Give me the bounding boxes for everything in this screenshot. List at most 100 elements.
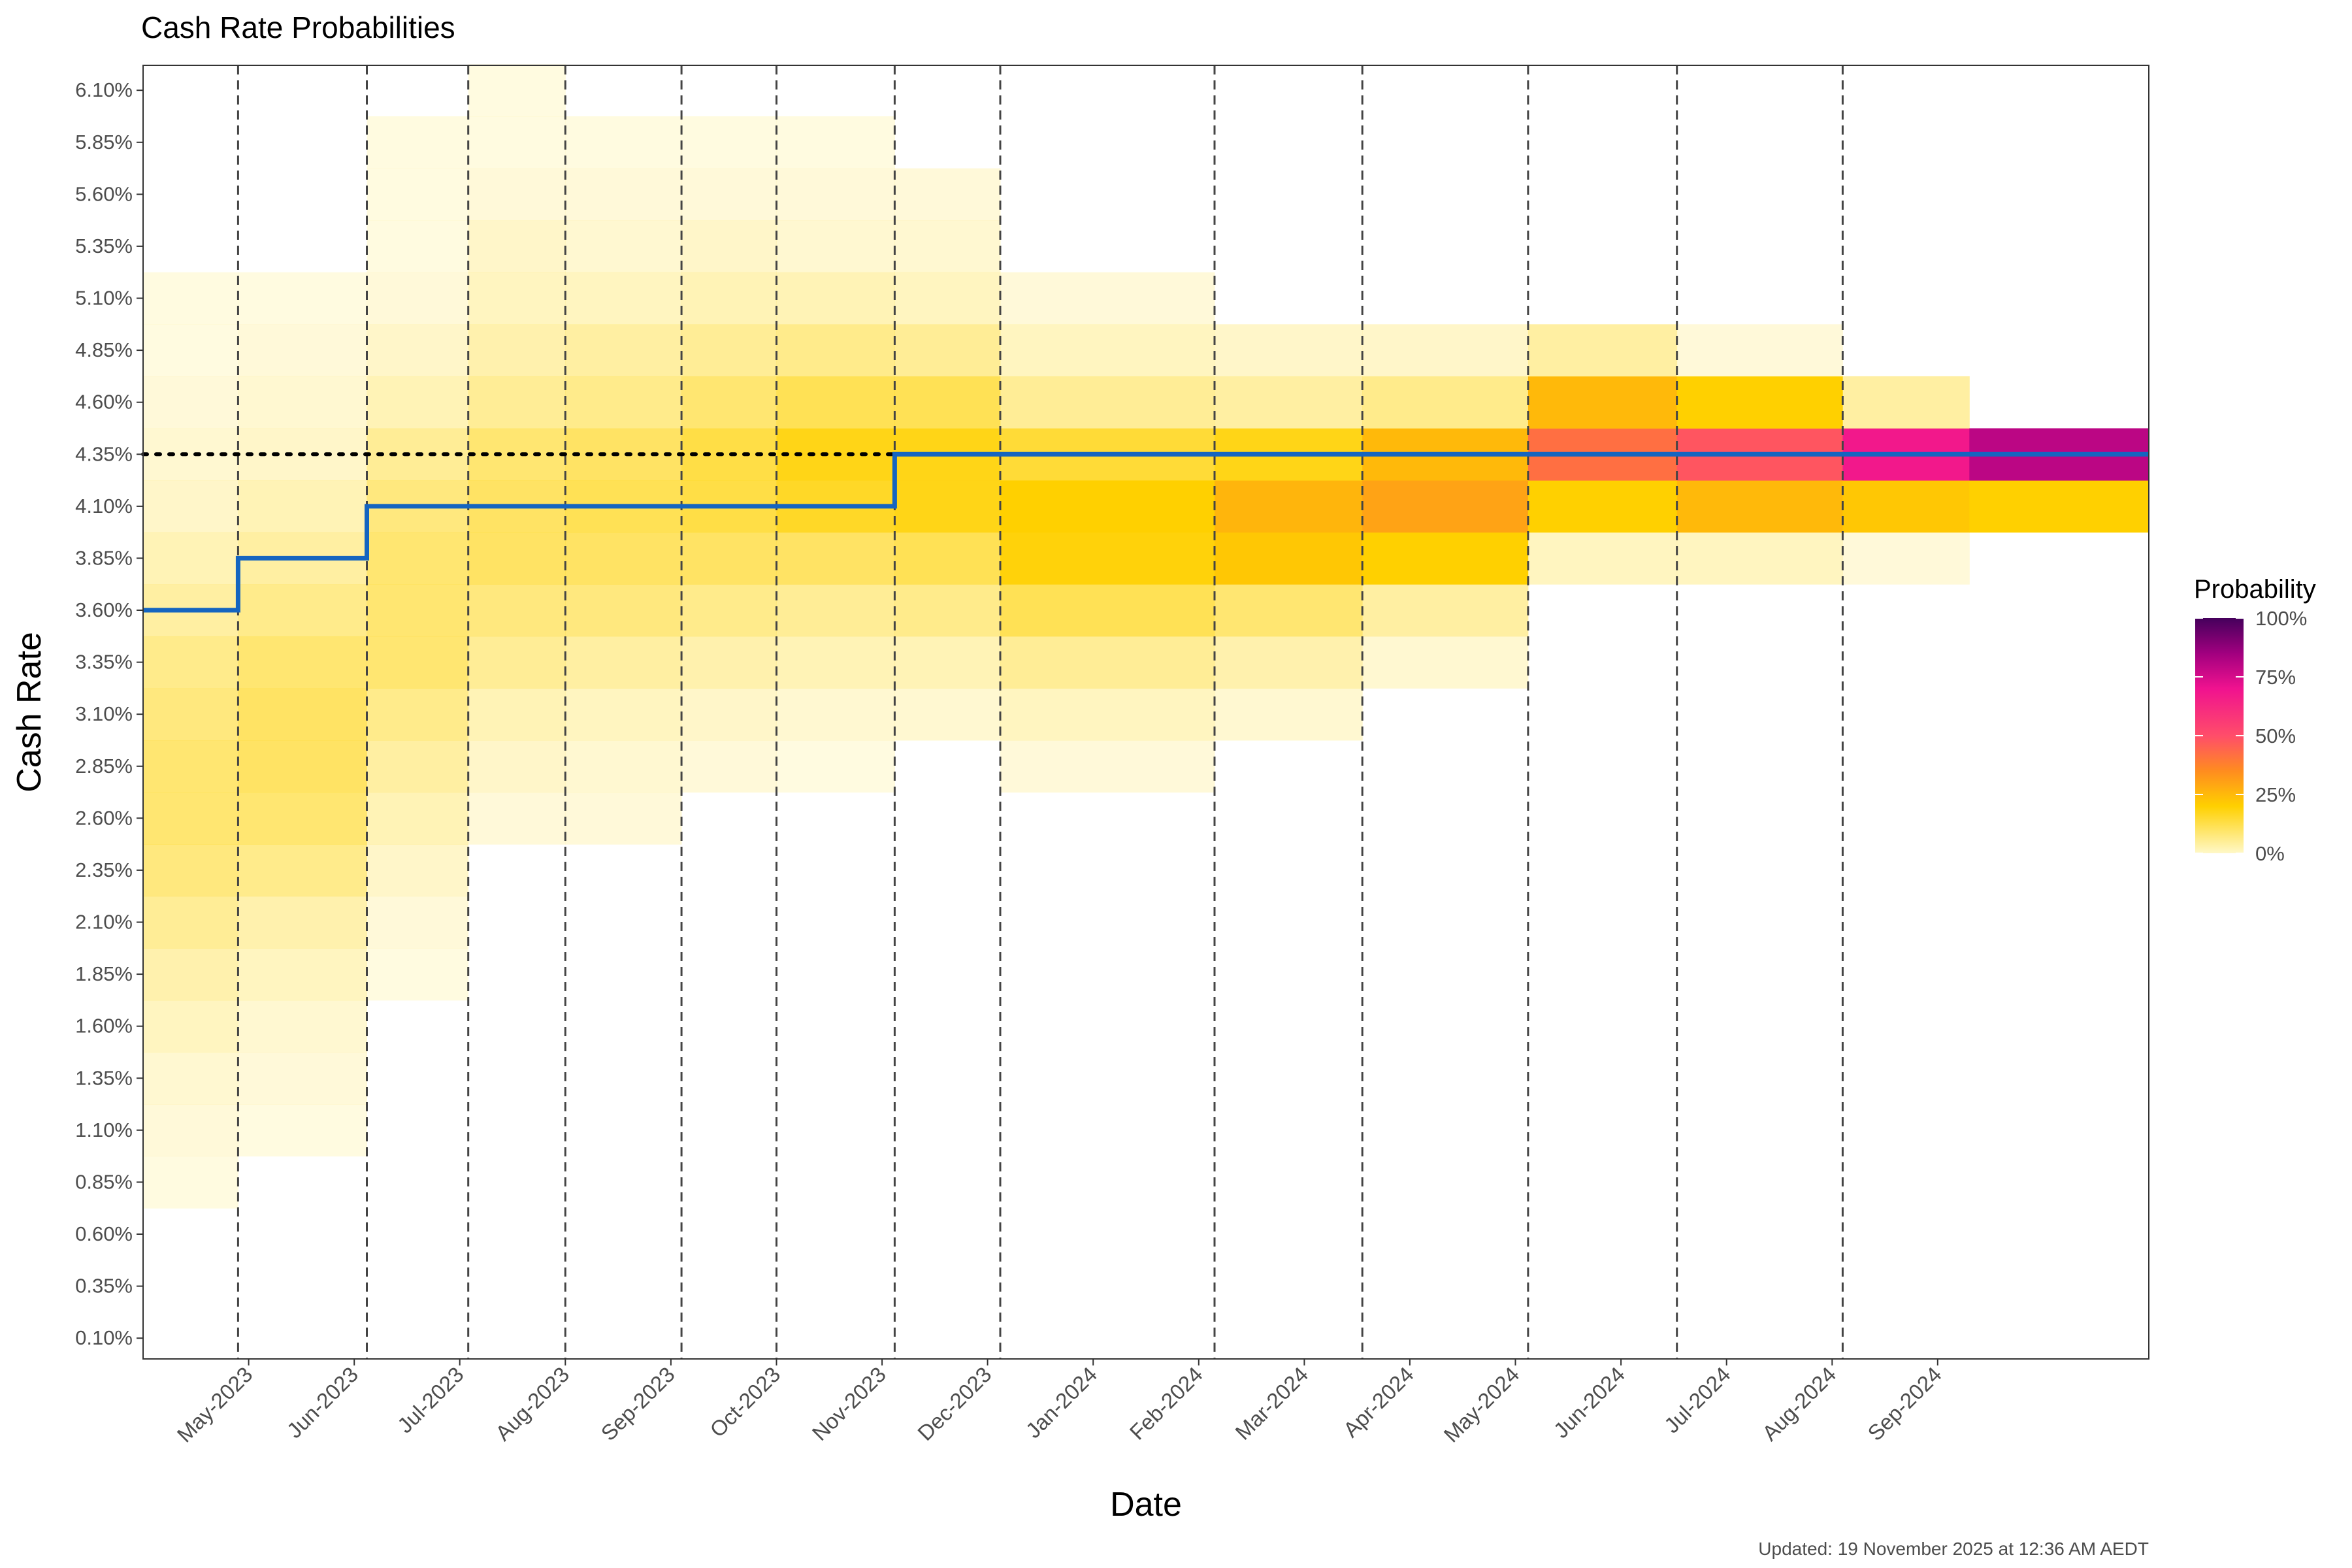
heatmap-cell — [238, 376, 367, 429]
heatmap-cell — [894, 480, 1001, 533]
heatmap-cell — [143, 1104, 238, 1157]
heatmap-cell — [1362, 324, 1529, 377]
heatmap-cell — [894, 636, 1001, 689]
heatmap-cell — [238, 1104, 367, 1157]
heatmap-cell — [367, 272, 469, 325]
y-tick-label: 0.60% — [75, 1222, 133, 1245]
y-tick-label: 1.60% — [75, 1015, 133, 1037]
heatmap-cell — [238, 272, 367, 325]
y-tick-label: 1.10% — [75, 1119, 133, 1141]
heatmap-cell — [894, 272, 1001, 325]
heatmap-cell — [776, 220, 895, 273]
heatmap-cell — [1000, 688, 1215, 741]
heatmap-cell — [894, 168, 1001, 221]
heatmap-cell — [1000, 636, 1215, 689]
y-tick-label: 6.10% — [75, 78, 133, 101]
heatmap-cell — [238, 480, 367, 533]
legend-labels: 100% 75% 50% 25% 0% — [2195, 607, 2307, 865]
heatmap-cell — [468, 636, 566, 689]
heatmap-cell — [776, 584, 895, 637]
heatmap-cell — [681, 116, 777, 169]
y-axis: 6.10% 5.85% 5.60% 5.35% 5.10% 4.85% 4.60% 4.35%… — [75, 78, 143, 1349]
heatmap-cell — [468, 272, 566, 325]
legend-label: 100% — [2255, 607, 2307, 630]
heatmap-cell — [1842, 480, 1970, 533]
heatmap-cell — [1676, 376, 1843, 429]
heatmap-cell — [367, 636, 469, 689]
heatmap-cell — [143, 272, 238, 325]
heatmap-cell — [776, 376, 895, 429]
y-tick-label: 5.85% — [75, 131, 133, 154]
heatmap-cell — [367, 532, 469, 585]
heatmap-cell — [367, 220, 469, 273]
heatmap-cell — [238, 740, 367, 793]
heatmap-cell — [565, 116, 682, 169]
heatmap-cell — [1362, 532, 1529, 585]
heatmap-cell — [565, 272, 682, 325]
heatmap-cell — [776, 272, 895, 325]
y-tick-label: 4.60% — [75, 391, 133, 414]
y-tick-label: 2.10% — [75, 911, 133, 934]
heatmap-cell — [1000, 376, 1215, 429]
heatmap-cell — [681, 636, 777, 689]
heatmap-cell — [1000, 272, 1215, 325]
heatmap-cell — [367, 844, 469, 897]
heatmap-cell — [1676, 324, 1843, 377]
heatmap-cell — [776, 324, 895, 377]
heatmap-cell — [565, 688, 682, 741]
heatmap-cell — [894, 532, 1001, 585]
heatmap-cell — [1362, 584, 1529, 637]
heatmap-cell — [468, 532, 566, 585]
legend-colorbar — [2195, 618, 2244, 853]
heatmap-cell — [468, 324, 566, 377]
heatmap-cell — [238, 584, 367, 637]
heatmap-cell — [468, 168, 566, 221]
y-tick-label: 5.60% — [75, 182, 133, 205]
heatmap-cell — [681, 376, 777, 429]
heatmap-cell — [143, 324, 238, 377]
heatmap-cell — [143, 480, 238, 533]
heatmap-cell — [565, 584, 682, 637]
heatmap-cell — [1676, 532, 1843, 585]
heatmap-cell — [468, 220, 566, 273]
y-tick-label: 3.85% — [75, 546, 133, 569]
y-tick-label: 4.85% — [75, 338, 133, 361]
heatmap-cell — [565, 636, 682, 689]
heatmap-cell — [367, 740, 469, 793]
y-axis-title: Cash Rate — [10, 632, 48, 792]
x-axis-title: Date — [1110, 1486, 1182, 1524]
heatmap-cell — [565, 324, 682, 377]
heatmap-cell — [143, 376, 238, 429]
heatmap-cell — [776, 532, 895, 585]
heatmap-cell — [894, 376, 1001, 429]
y-tick-label: 3.60% — [75, 598, 133, 621]
heatmap-cell — [367, 948, 469, 1001]
heatmap-cell — [681, 740, 777, 793]
y-tick-label: 0.35% — [75, 1275, 133, 1298]
heatmap-cell — [1000, 584, 1215, 637]
heatmap-cell — [1362, 636, 1529, 689]
heatmap-cell — [238, 688, 367, 741]
heatmap-cell — [894, 324, 1001, 377]
heatmap-cell — [776, 740, 895, 793]
heatmap-cell — [681, 168, 777, 221]
heatmap-cell — [1000, 532, 1215, 585]
heatmap-cell — [894, 220, 1001, 273]
heatmap-cell — [565, 532, 682, 585]
heatmap-cell — [1000, 480, 1215, 533]
legend-label: 0% — [2255, 842, 2285, 865]
heatmap-cell — [1676, 480, 1843, 533]
heatmap-cell — [1527, 376, 1678, 429]
heatmap-cell — [468, 64, 566, 117]
heatmap-cell — [143, 948, 238, 1001]
heatmap-cell — [143, 688, 238, 741]
heatmap-cell — [565, 220, 682, 273]
y-tick-label: 0.10% — [75, 1326, 133, 1349]
heatmap-cell — [468, 116, 566, 169]
heatmap-cell — [1842, 376, 1970, 429]
heatmap-cell — [681, 324, 777, 377]
y-tick-label: 1.35% — [75, 1066, 133, 1089]
chart-title: Cash Rate Probabilities — [141, 10, 455, 44]
y-tick-label: 3.10% — [75, 702, 133, 725]
